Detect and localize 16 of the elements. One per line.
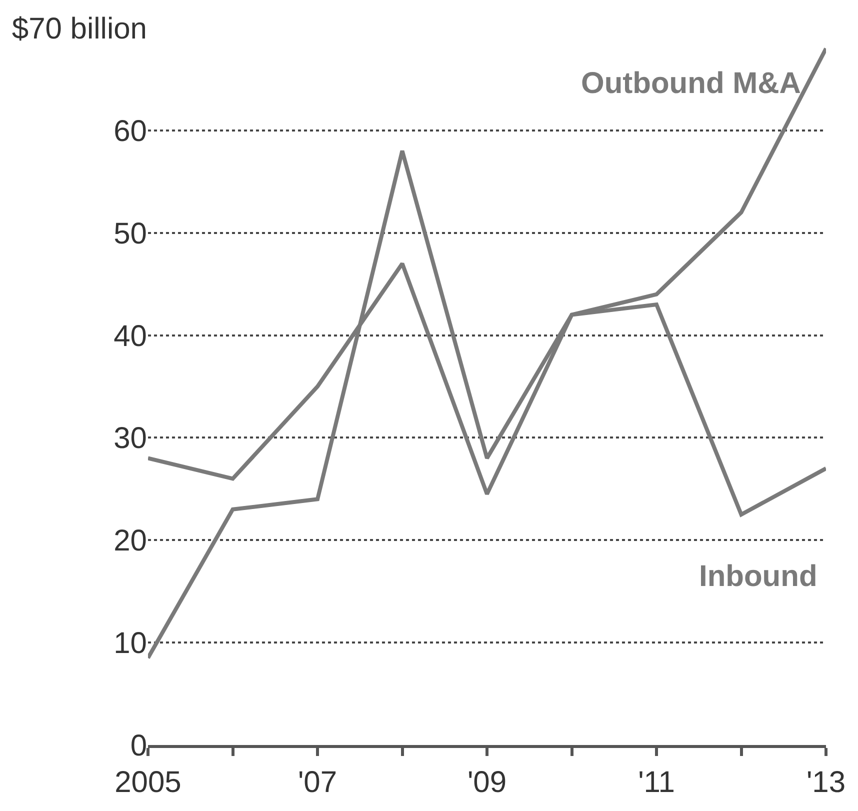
y-tick-label: 50 bbox=[114, 217, 147, 250]
y-tick-label: 0 bbox=[130, 730, 147, 762]
series-label: Outbound M&A bbox=[581, 67, 801, 100]
y-tick-label: 40 bbox=[114, 320, 147, 353]
x-tick-label: '09 bbox=[467, 766, 507, 799]
x-tick-label: 2005 bbox=[114, 766, 182, 799]
line-series bbox=[148, 46, 826, 660]
x-tick-label: '13 bbox=[806, 766, 846, 799]
y-tick-label: 30 bbox=[114, 422, 147, 456]
y-tick-label: 10 bbox=[114, 627, 147, 660]
y-tick-label: 60 bbox=[114, 114, 147, 148]
y-tick-label: $70 billion bbox=[12, 12, 147, 46]
y-tick-label: 20 bbox=[114, 524, 147, 558]
x-tick-label: '11 bbox=[638, 766, 675, 799]
text: Inbound bbox=[699, 560, 818, 593]
x-tick-label: '07 bbox=[298, 766, 338, 799]
